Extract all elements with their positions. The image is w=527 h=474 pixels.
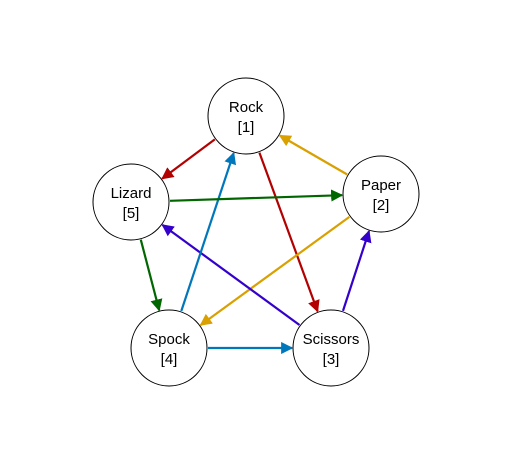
edge-scissors-to-lizard xyxy=(161,224,301,326)
edge-paper-to-spock xyxy=(199,216,351,326)
nodes-layer: Rock [1] Paper [2] Scissors [3] Spock [4… xyxy=(92,77,420,387)
node-scissors-circle xyxy=(292,309,370,387)
node-scissors-number: [3] xyxy=(323,351,340,368)
node-spock-number: [4] xyxy=(161,351,178,368)
edge-paper-to-rock xyxy=(278,134,348,176)
node-spock-circle xyxy=(130,309,208,387)
node-lizard-circle xyxy=(92,163,170,241)
node-rock-name: Rock xyxy=(229,99,264,116)
node-lizard: Lizard [5] xyxy=(92,163,170,241)
edge-spock-to-rock xyxy=(180,151,237,312)
node-scissors: Scissors [3] xyxy=(292,309,370,387)
edge-rock-to-lizard xyxy=(161,138,216,180)
node-rock-circle xyxy=(207,77,285,155)
node-spock: Spock [4] xyxy=(130,309,208,387)
node-scissors-name: Scissors xyxy=(303,331,360,348)
node-paper-circle xyxy=(342,155,420,233)
edges-layer xyxy=(139,134,372,355)
node-spock-name: Spock xyxy=(148,331,190,348)
node-lizard-name: Lizard xyxy=(111,185,152,202)
edge-lizard-to-paper xyxy=(169,189,344,202)
node-rock: Rock [1] xyxy=(207,77,285,155)
node-rock-number: [1] xyxy=(238,119,255,136)
node-lizard-number: [5] xyxy=(123,205,140,222)
edge-lizard-to-spock xyxy=(139,239,163,312)
node-paper-number: [2] xyxy=(373,197,390,214)
edge-rock-to-scissors xyxy=(258,152,320,313)
edge-scissors-to-paper xyxy=(341,229,372,312)
node-paper: Paper [2] xyxy=(342,155,420,233)
node-paper-name: Paper xyxy=(361,177,401,194)
